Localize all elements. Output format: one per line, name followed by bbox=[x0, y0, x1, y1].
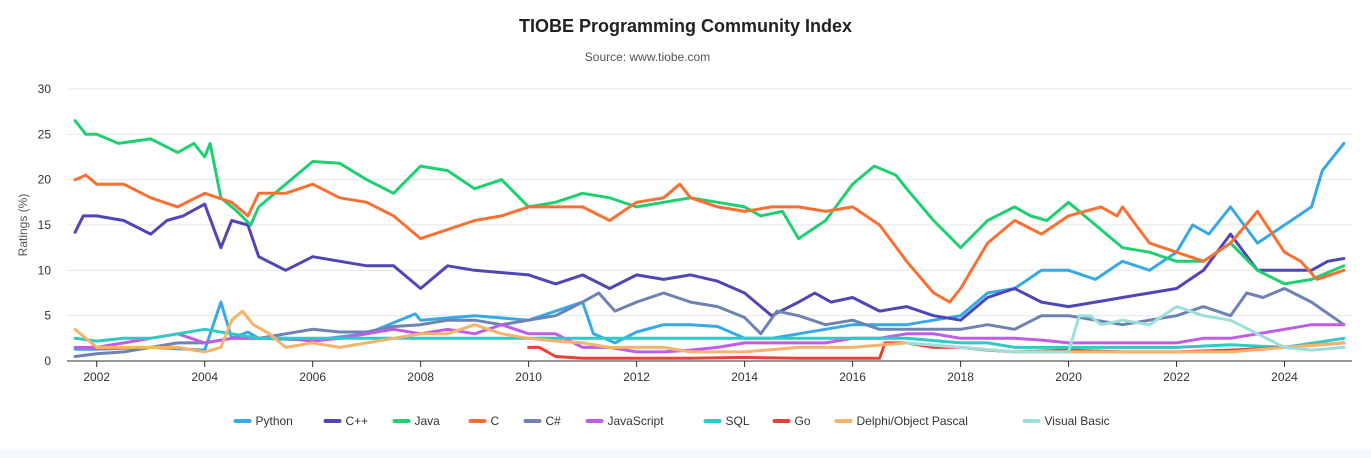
legend-item[interactable]: C bbox=[468, 414, 500, 428]
series-line-c bbox=[73, 173, 1346, 304]
x-tick-label: 2002 bbox=[83, 370, 110, 384]
series-layer bbox=[73, 119, 1346, 360]
x-tick-label: 2006 bbox=[299, 370, 326, 384]
chart-subtitle: Source: www.tiobe.com bbox=[584, 50, 711, 64]
x-tick-label: 2012 bbox=[623, 370, 650, 384]
legend-label: Delphi/Object Pascal bbox=[857, 414, 968, 428]
x-tick-label: 2020 bbox=[1055, 370, 1082, 384]
y-tick-label: 20 bbox=[38, 173, 52, 187]
series-line-visual-basic bbox=[905, 305, 1346, 354]
legend-item[interactable]: Visual Basic bbox=[1022, 414, 1110, 428]
legend-item[interactable]: C++ bbox=[323, 414, 369, 428]
series-line-c- bbox=[73, 202, 1346, 322]
x-tick-label: 2014 bbox=[731, 370, 758, 384]
legend-label: JavaScript bbox=[608, 414, 665, 428]
legend-label: C# bbox=[546, 414, 562, 428]
y-tick-label: 10 bbox=[38, 263, 52, 277]
axis-layer: 0 5 10 15 20 25 30 2002 2004 2006 2008 2010 2012 2014… bbox=[38, 82, 1352, 384]
x-tick-label: 2008 bbox=[407, 370, 434, 384]
y-tick-label: 25 bbox=[38, 127, 52, 141]
legend-label: Python bbox=[256, 414, 293, 428]
y-axis-label: Ratings (%) bbox=[16, 194, 30, 257]
x-tick-label: 2010 bbox=[515, 370, 542, 384]
series-line-sql bbox=[73, 327, 1346, 349]
series-line-delphi-object-pascal bbox=[73, 309, 1346, 354]
legend-item[interactable]: Java bbox=[392, 414, 441, 428]
y-tick-label: 5 bbox=[44, 309, 51, 323]
x-tick-label: 2016 bbox=[839, 370, 866, 384]
chart-title: TIOBE Programming Community Index bbox=[518, 16, 853, 36]
x-tick-label: 2024 bbox=[1271, 370, 1298, 384]
legend-label: Java bbox=[415, 414, 441, 428]
legend-label: C++ bbox=[346, 414, 369, 428]
x-tick-label: 2018 bbox=[947, 370, 974, 384]
y-tick-label: 15 bbox=[38, 218, 52, 232]
y-tick-label: 0 bbox=[44, 354, 51, 368]
x-tick-label: 2004 bbox=[191, 370, 218, 384]
legend-label: Go bbox=[795, 414, 811, 428]
legend-item[interactable]: Go bbox=[772, 414, 811, 428]
legend: Python C++ Java C C# JavaScript SQL Go Delphi/Ob… bbox=[233, 414, 1110, 428]
legend-item[interactable]: Delphi/Object Pascal bbox=[834, 414, 968, 428]
legend-label: Visual Basic bbox=[1045, 414, 1110, 428]
legend-item[interactable]: C# bbox=[523, 414, 562, 428]
y-tick-label: 30 bbox=[38, 82, 52, 96]
legend-label: SQL bbox=[726, 414, 750, 428]
legend-item[interactable]: SQL bbox=[703, 414, 750, 428]
x-tick-label: 2022 bbox=[1163, 370, 1190, 384]
legend-item[interactable]: Python bbox=[233, 414, 293, 428]
legend-item[interactable]: JavaScript bbox=[585, 414, 665, 428]
legend-label: C bbox=[491, 414, 500, 428]
